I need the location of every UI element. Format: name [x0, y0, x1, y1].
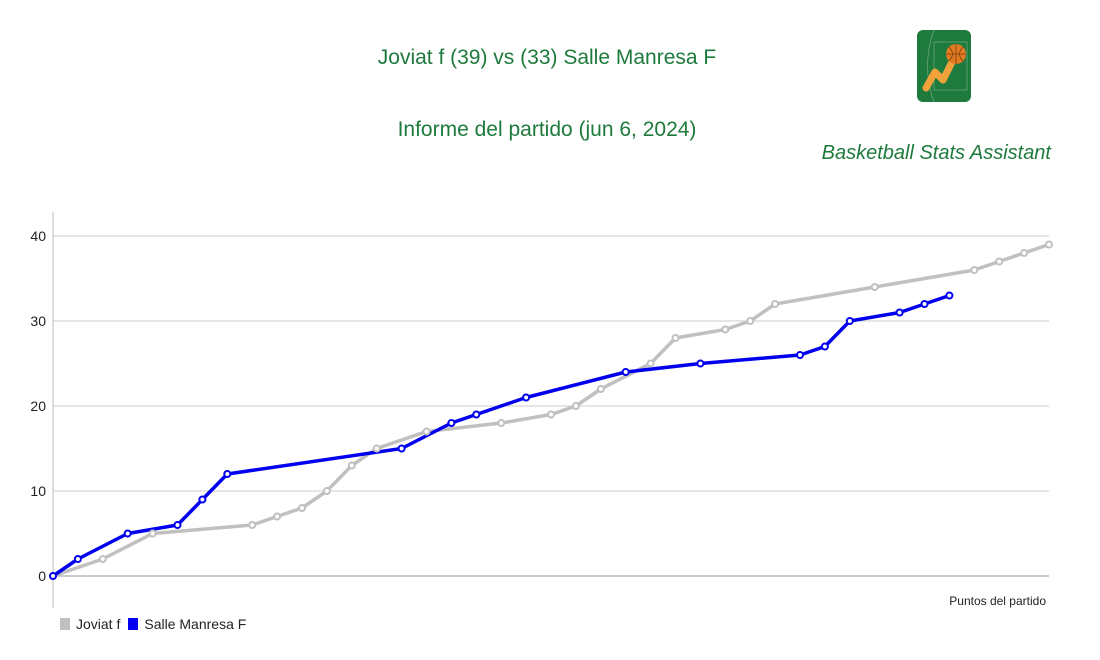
data-point: [397, 444, 406, 453]
data-point: [820, 342, 829, 351]
x-axis-label: Puntos del partido: [949, 594, 1046, 608]
data-point: [49, 572, 57, 580]
legend-label: Joviat f: [76, 616, 121, 632]
data-point: [372, 444, 381, 453]
data-point: [920, 300, 929, 308]
data-point: [173, 521, 182, 529]
y-tick-label: 20: [30, 398, 46, 414]
data-point: [198, 495, 207, 504]
data-point: [895, 308, 904, 317]
series-line-0: [52, 242, 1050, 578]
data-point: [148, 529, 157, 538]
data-point: [870, 283, 879, 291]
data-point: [547, 410, 555, 419]
data-point: [123, 529, 132, 538]
chart-subtitle: Informe del partido (jun 6, 2024): [397, 118, 697, 141]
data-point: [771, 300, 780, 308]
data-point: [721, 325, 730, 334]
data-point: [970, 266, 979, 274]
data-point: [347, 461, 356, 470]
legend-item-joviat: Joviat f: [60, 616, 120, 632]
data-point: [746, 317, 755, 325]
data-point: [671, 334, 680, 342]
basketball-chart-logo-icon: [917, 30, 971, 102]
data-point: [1020, 249, 1029, 257]
y-tick-label: 10: [30, 483, 46, 499]
data-point: [98, 555, 107, 563]
data-point: [522, 393, 531, 402]
data-point: [845, 317, 854, 325]
data-point: [298, 504, 306, 512]
data-point: [596, 385, 605, 393]
data-point: [273, 512, 282, 521]
brand-name: Basketball Stats Assistant: [821, 142, 1051, 164]
data-point: [248, 521, 257, 529]
y-tick-label: 40: [30, 228, 46, 244]
data-point: [322, 487, 331, 495]
series-line-1: [52, 293, 950, 578]
data-point: [571, 402, 580, 410]
legend: Joviat f Salle Manresa F: [60, 616, 246, 632]
data-point: [422, 427, 431, 436]
data-point: [73, 555, 82, 563]
data-point: [646, 359, 655, 368]
data-point: [945, 291, 954, 300]
data-point: [447, 419, 456, 427]
data-point: [796, 351, 804, 359]
data-point: [497, 419, 506, 427]
legend-label: Salle Manresa F: [144, 616, 247, 632]
chart-title: Joviat f (39) vs (33) Salle Manresa F: [377, 46, 717, 69]
data-point: [696, 359, 705, 368]
y-tick-label: 30: [30, 313, 46, 329]
data-point: [223, 470, 232, 478]
data-point: [1045, 240, 1053, 249]
data-point: [995, 257, 1004, 266]
data-point: [621, 368, 630, 376]
data-point: [472, 410, 481, 419]
y-tick-label: 0: [38, 568, 46, 584]
legend-item-salle: Salle Manresa F: [128, 616, 246, 632]
